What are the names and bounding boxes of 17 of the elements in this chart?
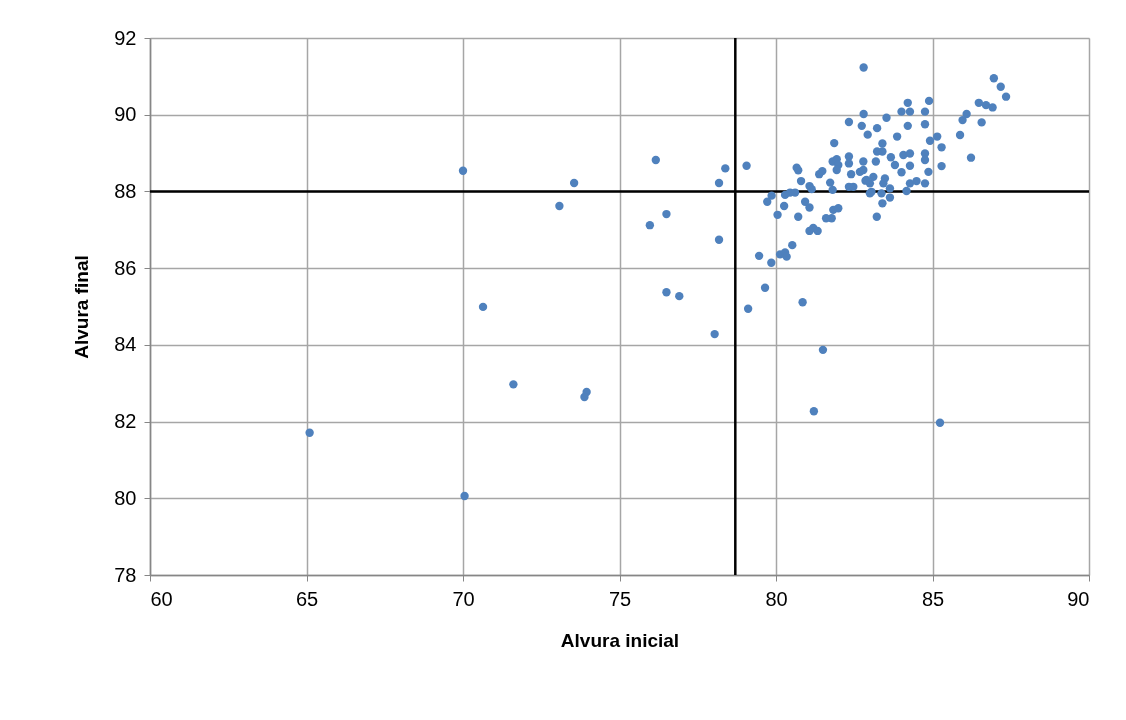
y-tick-label: 90 <box>114 103 137 126</box>
x-tick-label: 90 <box>1067 587 1090 610</box>
x-tick-label: 85 <box>921 587 945 610</box>
x-tick-label: 75 <box>608 587 632 610</box>
y-tick-label: 78 <box>114 563 137 586</box>
x-axis-title: Alvura inicial <box>560 629 680 651</box>
y-tick-label: 84 <box>114 333 137 356</box>
y-tick-label: 82 <box>114 410 137 433</box>
x-tick-label: 60 <box>150 587 173 610</box>
y-axis-title: Alvura final <box>71 255 93 359</box>
y-tick-label: 88 <box>114 179 137 202</box>
y-tick-label: 92 <box>114 26 137 49</box>
x-tick-label: 80 <box>765 587 788 610</box>
y-tick-label: 86 <box>114 256 137 279</box>
x-tick-label: 70 <box>452 587 475 610</box>
x-tick-label: 65 <box>295 587 319 610</box>
y-tick-label: 80 <box>114 486 137 509</box>
